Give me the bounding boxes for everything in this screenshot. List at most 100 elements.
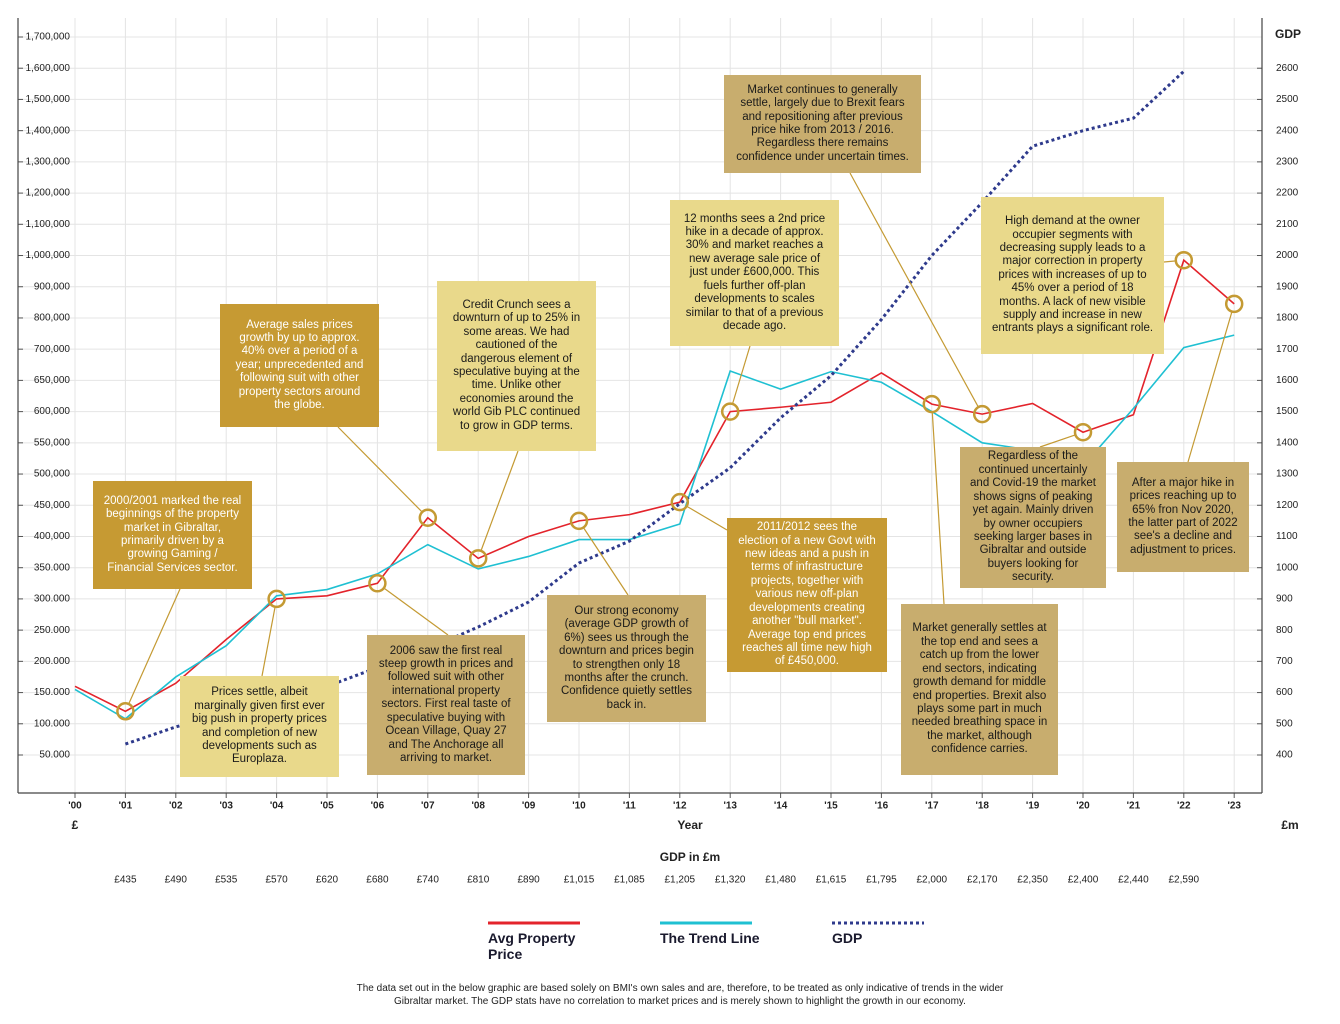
callout-connector xyxy=(1187,312,1233,463)
x-tick-label: '14 xyxy=(774,801,788,812)
gdp-value-label: £680 xyxy=(366,875,389,886)
x-tick-label: '18 xyxy=(975,801,989,812)
y2-tick-label: 2200 xyxy=(1276,188,1299,199)
y2-tick-label: 2000 xyxy=(1276,250,1299,261)
gdp-value-label: £1,320 xyxy=(715,875,746,886)
y2-tick-label: 1000 xyxy=(1276,562,1299,573)
gdp-value-label: £1,205 xyxy=(665,875,696,886)
callout-connector xyxy=(480,450,519,551)
callout-marker xyxy=(1073,422,1093,442)
callout-marker xyxy=(116,702,135,721)
y-tick-label: 1,500,000 xyxy=(26,94,71,105)
y2-tick-label: 1700 xyxy=(1276,344,1299,355)
annotation-box: Market generally settles at the top end … xyxy=(901,604,1058,775)
y-tick-label: 800,000 xyxy=(34,313,71,324)
x-tick-label: '06 xyxy=(371,801,385,812)
x-tick-label: '08 xyxy=(471,801,485,812)
annotation-box: 2011/2012 sees the election of a new Gov… xyxy=(727,518,887,672)
y-tick-label: 300.000 xyxy=(34,594,71,605)
y2-tick-label: 500 xyxy=(1276,718,1293,729)
x-tick-label: '05 xyxy=(320,801,334,812)
x-tick-label: '00 xyxy=(68,801,82,812)
callout-marker xyxy=(1224,294,1244,314)
gdp-value-label: £620 xyxy=(316,875,339,886)
callout-marker xyxy=(368,574,387,593)
y-tick-label: 650,000 xyxy=(34,375,71,386)
callout-connector xyxy=(931,413,945,605)
right-unit: £m xyxy=(1281,818,1298,832)
legend-label: GDP xyxy=(832,930,863,946)
gdp-value-label: £1,085 xyxy=(614,875,645,886)
x-tick-label: '15 xyxy=(824,801,838,812)
gdp-value-label: £2,170 xyxy=(967,875,998,886)
y2-tick-label: 1300 xyxy=(1276,469,1299,480)
y-tick-label: 1,700,000 xyxy=(26,32,71,43)
y-tick-label: 1,600,000 xyxy=(26,63,71,74)
annotation-box: Market continues to generally settle, la… xyxy=(724,75,921,173)
legend-label: Avg Property Price xyxy=(488,930,576,962)
y-tick-label: 1,100,000 xyxy=(26,219,71,230)
x-tick-label: '16 xyxy=(875,801,889,812)
callout-connector xyxy=(849,172,979,407)
x-tick-label: '20 xyxy=(1076,801,1090,812)
y-tick-label: 550,000 xyxy=(34,437,71,448)
footnote: The data set out in the below graphic ar… xyxy=(356,983,1004,1007)
x-tick-label: '19 xyxy=(1026,801,1040,812)
y-tick-label: 600,000 xyxy=(34,406,71,417)
callout-marker xyxy=(418,508,438,527)
y2-tick-label: 800 xyxy=(1276,625,1293,636)
y-tick-label: 200.000 xyxy=(34,656,71,667)
x-axis-title: Year xyxy=(677,818,703,832)
gdp-value-label: £570 xyxy=(265,875,288,886)
y2-tick-label: 700 xyxy=(1276,656,1293,667)
callout-connector xyxy=(583,528,629,596)
callout-connector xyxy=(687,506,728,531)
y2-tick-label: 1200 xyxy=(1276,500,1299,511)
annotation-box: Credit Crunch sees a downturn of up to 2… xyxy=(437,281,596,451)
y2-tick-label: 1600 xyxy=(1276,375,1299,386)
gdp-row-title: GDP in £m xyxy=(660,850,720,864)
x-tick-label: '09 xyxy=(522,801,536,812)
y2-tick-label: 2600 xyxy=(1276,63,1299,74)
y2-tick-label: 1100 xyxy=(1276,531,1298,542)
x-tick-label: '13 xyxy=(723,801,737,812)
gdp-value-label: £2,590 xyxy=(1169,875,1200,886)
gdp-value-label: £490 xyxy=(165,875,188,886)
x-tick-label: '07 xyxy=(421,801,435,812)
x-tick-label: '10 xyxy=(572,801,586,812)
callout-marker xyxy=(267,589,286,609)
y2-axis-title: GDP xyxy=(1275,27,1301,41)
y2-tick-label: 2300 xyxy=(1276,157,1299,168)
callout-connector xyxy=(337,426,422,512)
y-tick-label: 1,200,000 xyxy=(26,188,71,199)
x-tick-label: '02 xyxy=(169,801,183,812)
callout-connector xyxy=(1039,434,1075,448)
y2-tick-label: 400 xyxy=(1276,750,1293,761)
y2-tick-label: 2100 xyxy=(1276,219,1299,230)
y-tick-label: 400,000 xyxy=(34,531,71,542)
y-tick-label: 450,000 xyxy=(34,500,71,511)
y2-tick-label: 1400 xyxy=(1276,437,1299,448)
annotation-box: High demand at the owner occupier segmen… xyxy=(981,197,1164,354)
y-tick-label: 1,300,000 xyxy=(26,157,71,168)
callout-connector xyxy=(261,607,276,677)
callout-connector xyxy=(1163,260,1175,263)
y2-tick-label: 1900 xyxy=(1276,281,1299,292)
annotation-box: Prices settle, albeit marginally given f… xyxy=(180,676,339,777)
y-tick-label: 100.000 xyxy=(34,718,71,729)
legend-label: The Trend Line xyxy=(660,930,760,946)
annotation-box: 12 months sees a 2nd price hike in a dec… xyxy=(670,200,839,346)
y-tick-label: 1,400,000 xyxy=(26,125,71,136)
gdp-value-label: £740 xyxy=(417,875,440,886)
y-tick-label: 350.000 xyxy=(34,562,71,573)
annotation-box: Regardless of the continued uncertainly … xyxy=(960,447,1106,588)
gdp-value-label: £1,615 xyxy=(816,875,847,886)
series-line xyxy=(74,258,1235,713)
annotation-box: Average sales prices growth by up to app… xyxy=(220,304,379,427)
annotation-box: Our strong economy (average GDP growth o… xyxy=(547,595,706,722)
y-tick-label: 500,000 xyxy=(34,469,71,480)
annotation-box: 2000/2001 marked the real beginnings of … xyxy=(93,481,252,589)
y2-tick-label: 900 xyxy=(1276,594,1293,605)
x-tick-label: '11 xyxy=(623,801,636,812)
